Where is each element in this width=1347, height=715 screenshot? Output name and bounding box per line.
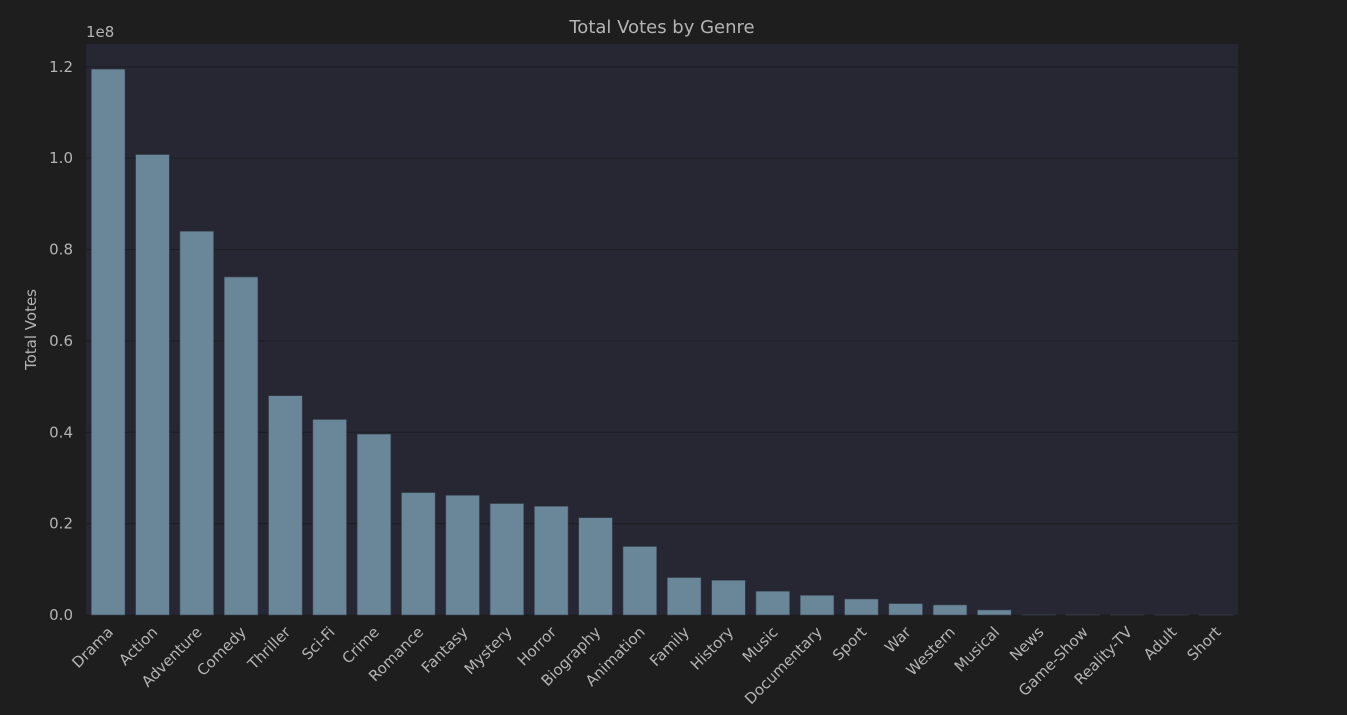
x-tick-label: Thriller bbox=[243, 623, 294, 674]
bar-biography bbox=[578, 517, 613, 616]
bars bbox=[91, 68, 1233, 616]
bar-history bbox=[711, 579, 746, 616]
bar-crime bbox=[356, 433, 392, 616]
y-tick-label: 0.6 bbox=[49, 332, 73, 350]
bar-romance bbox=[401, 492, 436, 616]
bar-war bbox=[888, 603, 923, 616]
y-axis-ticks: 0.0 0.2 0.4 0.6 0.8 1.0 1.2 bbox=[49, 58, 73, 624]
bar-mystery bbox=[489, 503, 525, 616]
bar-adventure bbox=[179, 230, 214, 616]
x-tick-label: Sport bbox=[829, 623, 870, 664]
x-tick-label: News bbox=[1006, 623, 1048, 665]
y-tick-label: 0.4 bbox=[49, 423, 73, 441]
chart-title: Total Votes by Genre bbox=[568, 17, 754, 38]
bar-animation bbox=[622, 546, 657, 616]
bar-documentary bbox=[799, 595, 835, 616]
x-tick-label: Family bbox=[646, 623, 693, 670]
y-tick-label: 1.0 bbox=[49, 149, 73, 167]
bar-comedy bbox=[223, 276, 259, 616]
x-tick-label: Music bbox=[739, 623, 782, 666]
bar-western bbox=[932, 604, 968, 616]
bar-fantasy bbox=[445, 495, 480, 616]
y-axis-offset-label: 1e8 bbox=[86, 23, 114, 41]
bar-sport bbox=[844, 598, 879, 616]
bar-music bbox=[755, 590, 790, 616]
x-tick-label: War bbox=[881, 623, 915, 657]
x-tick-label: Adult bbox=[1140, 623, 1180, 663]
x-tick-label: Short bbox=[1183, 623, 1224, 664]
x-tick-label: Comedy bbox=[193, 623, 250, 680]
x-tick-label: Drama bbox=[68, 623, 117, 672]
x-tick-label: History bbox=[687, 623, 738, 674]
bar-thriller bbox=[268, 395, 303, 616]
bar-action bbox=[135, 154, 170, 616]
x-tick-label: Sci-Fi bbox=[298, 623, 338, 663]
bar-sci-fi bbox=[312, 419, 347, 616]
y-axis-label: Total Votes bbox=[22, 289, 40, 371]
x-tick-label: Musical bbox=[951, 623, 1003, 675]
x-tick-label: Documentary bbox=[741, 623, 826, 708]
bar-musical bbox=[977, 609, 1012, 616]
y-tick-label: 0.2 bbox=[49, 515, 73, 533]
x-tick-label: Mystery bbox=[461, 623, 516, 678]
plot-area bbox=[86, 44, 1238, 615]
bar-family bbox=[667, 577, 702, 616]
y-tick-label: 0.8 bbox=[49, 241, 73, 259]
bar-horror bbox=[534, 505, 569, 616]
x-tick-label: Western bbox=[903, 623, 959, 679]
bar-drama bbox=[91, 68, 126, 616]
y-tick-label: 1.2 bbox=[49, 58, 73, 76]
y-tick-label: 0.0 bbox=[49, 606, 73, 624]
